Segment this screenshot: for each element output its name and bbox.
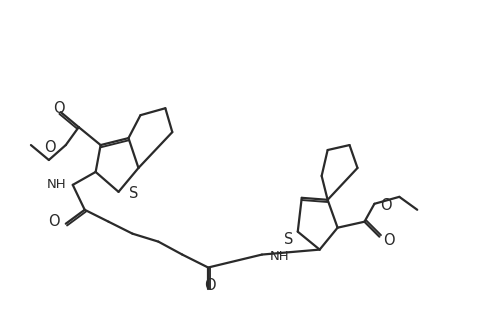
Text: S: S	[128, 186, 137, 201]
Text: NH: NH	[47, 178, 67, 191]
Text: O: O	[48, 214, 60, 229]
Text: O: O	[53, 101, 64, 116]
Text: O: O	[204, 278, 215, 293]
Text: NH: NH	[269, 250, 289, 263]
Text: S: S	[284, 232, 293, 247]
Text: O: O	[382, 233, 394, 248]
Text: O: O	[44, 139, 56, 155]
Text: O: O	[379, 198, 391, 213]
